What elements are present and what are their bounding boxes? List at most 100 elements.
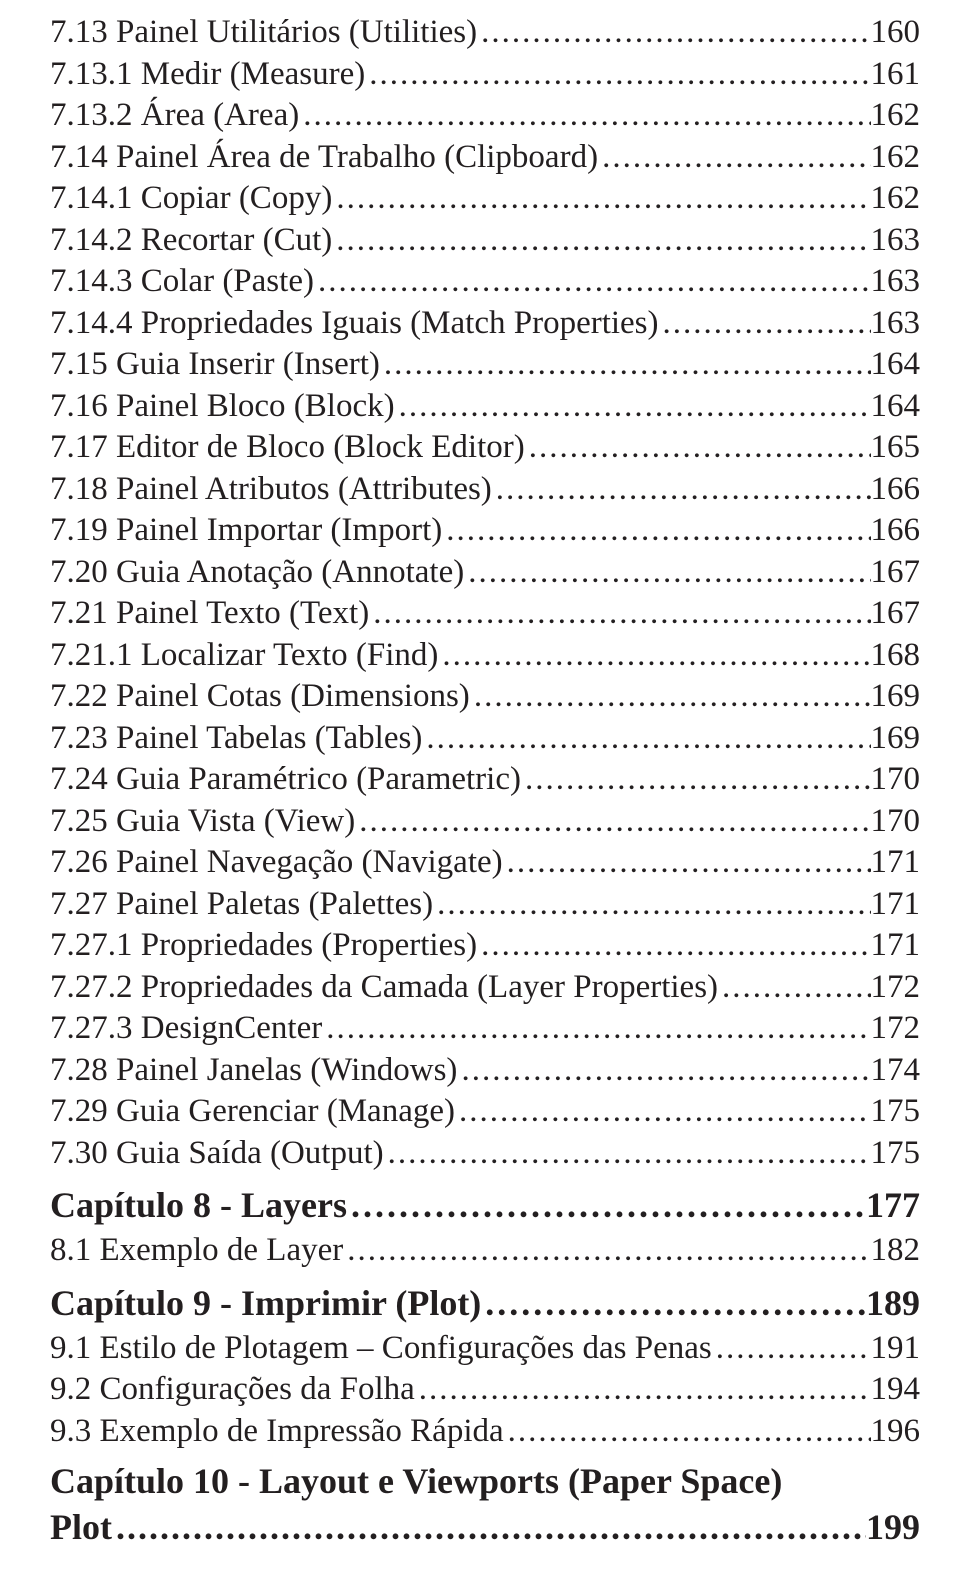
toc-entry-chapter: Capítulo 10 - Layout e Viewports (Paper … [50,1458,920,1550]
toc-entry-section: 7.14.1 Copiar (Copy) 162 [50,178,920,220]
toc-entry-section: 7.13.1 Medir (Measure) 161 [50,54,920,96]
toc-leader-dots [314,261,871,303]
toc-entry-page: 160 [871,12,921,54]
toc-entry-section: 9.3 Exemplo de Impressão Rápida196 [50,1411,920,1453]
toc-entry-page: 164 [871,344,921,386]
toc-leader-dots [503,842,871,884]
toc-leader-dots [481,1278,866,1328]
toc-leader-dots [492,469,871,511]
toc-entry-section: 7.24 Guia Paramétrico (Parametric)170 [50,759,920,801]
toc-entry-title: 7.14.2 Recortar (Cut) [50,220,332,262]
toc-entry-line: Plot199 [50,1504,920,1550]
toc-entry-title: 7.21 Painel Texto (Text) [50,593,369,635]
toc-entry-section: 7.29 Guia Gerenciar (Manage)175 [50,1091,920,1133]
toc-leader-dots [438,635,870,677]
toc-entry-page: 164 [871,386,921,428]
toc-leader-dots [477,12,870,54]
toc-entry-title: 7.14.1 Copiar (Copy) [50,178,332,220]
toc-entry-chapter: Capítulo 8 - Layers177 [50,1180,920,1230]
toc-entry-section: 7.14 Painel Área de Trabalho (Clipboard)… [50,137,920,179]
toc-leader-dots [477,925,870,967]
toc-leader-dots [369,593,870,635]
toc-entry-page: 168 [871,635,921,677]
toc-entry-page: 165 [871,427,921,469]
toc-entry-page: 171 [871,842,921,884]
toc-entry-title: 7.14 Painel Área de Trabalho (Clipboard) [50,137,598,179]
toc-entry-title: 7.23 Painel Tabelas (Tables) [50,718,422,760]
toc-entry-title: 7.13.1 Medir (Measure) [50,54,365,96]
toc-entry-section: 7.15 Guia Inserir (Insert) 164 [50,344,920,386]
toc-entry-title: 7.18 Painel Atributos (Attributes) [50,469,492,511]
toc-leader-dots [521,759,871,801]
toc-entry-section: 7.14.3 Colar (Paste) 163 [50,261,920,303]
toc-entry-title: 7.27.1 Propriedades (Properties) [50,925,477,967]
toc-entry-section: 9.2 Configurações da Folha194 [50,1369,920,1411]
toc-entry-title: Capítulo 10 - Layout e Viewports (Paper … [50,1458,920,1504]
toc-entry-section: 7.27.3 DesignCenter172 [50,1008,920,1050]
toc-entry-section: 7.13.2 Área (Area)162 [50,95,920,137]
toc-entry-page: 167 [871,552,921,594]
toc-leader-dots [384,1133,871,1175]
toc-entry-page: 171 [871,925,921,967]
toc-entry-page: 189 [866,1278,920,1328]
toc-leader-dots [470,676,871,718]
toc-entry-section: 7.16 Painel Bloco (Block) 164 [50,386,920,428]
toc-entry-title: 7.20 Guia Anotação (Annotate) [50,552,464,594]
toc-entry-title: 7.26 Painel Navegação (Navigate) [50,842,503,884]
toc-entry-page: 175 [871,1133,921,1175]
toc-leader-dots [504,1411,871,1453]
toc-entry-title: 7.13 Painel Utilitários (Utilities) [50,12,477,54]
toc-entry-section: 7.19 Painel Importar (Import)166 [50,510,920,552]
toc-leader-dots [299,95,870,137]
toc-entry-title: 7.27 Painel Paletas (Palettes) [50,884,433,926]
toc-entry-title: 7.15 Guia Inserir (Insert) [50,344,380,386]
toc-leader-dots [433,884,870,926]
toc-leader-dots [455,1091,871,1133]
toc-leader-dots [347,1180,866,1230]
toc-entry-title: 8.1 Exemplo de Layer [50,1230,343,1272]
toc-entry-section: 7.30 Guia Saída (Output) 175 [50,1133,920,1175]
toc-entry-section: 9.1 Estilo de Plotagem – Configurações d… [50,1328,920,1370]
toc-leader-dots [659,303,871,345]
toc-leader-dots [464,552,870,594]
toc-entry-section: 7.27.1 Propriedades (Properties) 171 [50,925,920,967]
toc-entry-page: 191 [871,1328,921,1370]
toc-entry-page: 163 [871,261,921,303]
toc-entry-title: 7.28 Painel Janelas (Windows) [50,1050,457,1092]
toc-entry-title: 7.14.3 Colar (Paste) [50,261,314,303]
toc-entry-title: 7.16 Painel Bloco (Block) [50,386,395,428]
toc-entry-section: 7.13 Painel Utilitários (Utilities) 160 [50,12,920,54]
toc-entry-page: 172 [871,1008,921,1050]
toc-leader-dots [422,718,870,760]
toc-leader-dots [415,1369,871,1411]
toc-entry-section: 8.1 Exemplo de Layer182 [50,1230,920,1272]
toc-entry-title: 7.29 Guia Gerenciar (Manage) [50,1091,455,1133]
toc-entry-title: 7.24 Guia Paramétrico (Parametric) [50,759,521,801]
toc-entry-page: 170 [871,801,921,843]
toc-leader-dots [332,220,870,262]
toc-leader-dots [112,1504,866,1550]
toc-leader-dots [322,1008,870,1050]
toc-entry-page: 161 [871,54,921,96]
toc-entry-title: 7.30 Guia Saída (Output) [50,1133,384,1175]
toc-entry-section: 7.27 Painel Paletas (Palettes)171 [50,884,920,926]
toc-entry-section: 7.18 Painel Atributos (Attributes)166 [50,469,920,511]
toc-entry-title: Capítulo 8 - Layers [50,1180,347,1230]
toc-entry-title: Capítulo 9 - Imprimir (Plot) [50,1278,481,1328]
toc-entry-section: 7.23 Painel Tabelas (Tables)169 [50,718,920,760]
toc-entry-section: 7.28 Painel Janelas (Windows)174 [50,1050,920,1092]
toc-entry-page: 162 [871,178,921,220]
toc-entry-title: 9.2 Configurações da Folha [50,1369,415,1411]
toc-leader-dots [712,1328,871,1370]
toc-entry-page: 162 [871,137,921,179]
toc-entry-title: 7.27.2 Propriedades da Camada (Layer Pro… [50,967,718,1009]
toc-entry-title: 7.13.2 Área (Area) [50,95,299,137]
toc-entry-section: 7.26 Painel Navegação (Navigate) 171 [50,842,920,884]
toc-entry-chapter: Capítulo 9 - Imprimir (Plot) 189 [50,1278,920,1328]
toc-entry-title: 7.25 Guia Vista (View) [50,801,355,843]
toc-entry-title: Plot [50,1504,112,1550]
toc-leader-dots [380,344,871,386]
toc-leader-dots [395,386,871,428]
toc-entry-title: 7.19 Painel Importar (Import) [50,510,442,552]
toc-entry-section: 7.17 Editor de Bloco (Block Editor)165 [50,427,920,469]
